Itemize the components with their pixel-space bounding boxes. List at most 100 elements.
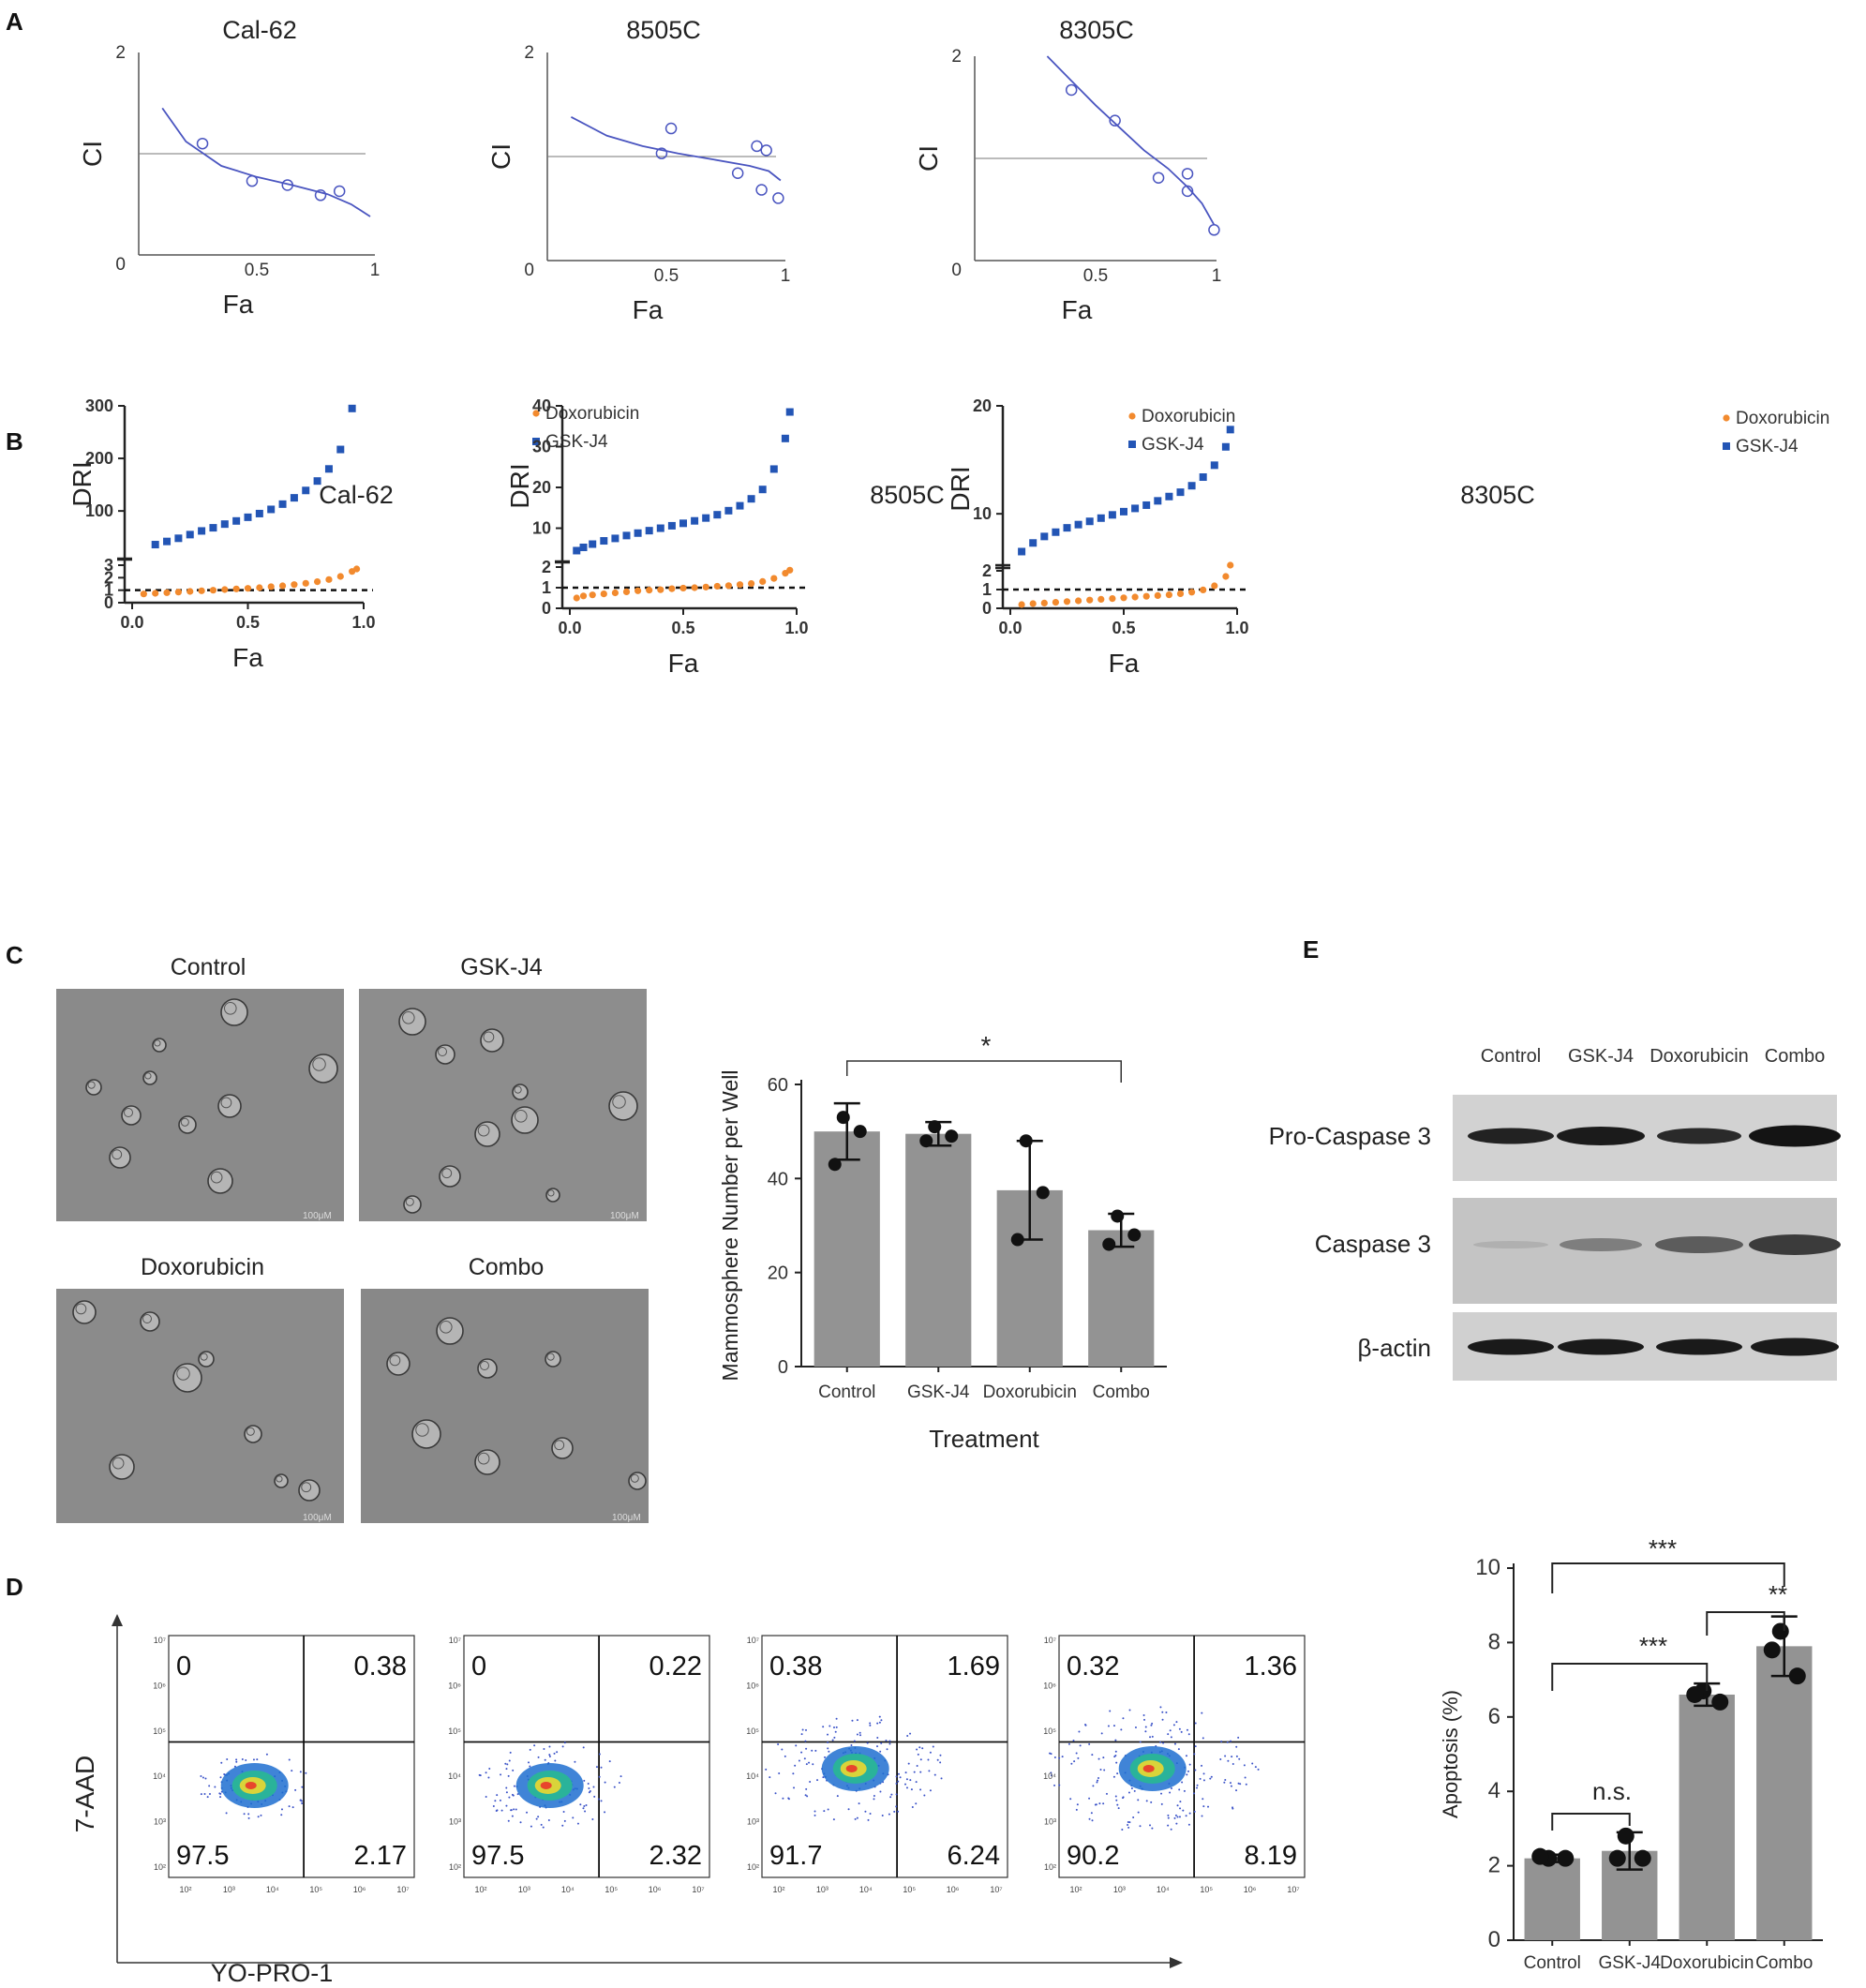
event-dot [1116, 1803, 1119, 1806]
event-dot [1088, 1817, 1091, 1820]
scale-bar-control: 100μM [303, 1211, 332, 1221]
gsk-point [1120, 507, 1127, 516]
x-tick-label: 0.5 [1083, 266, 1108, 286]
event-dot [574, 1760, 576, 1763]
event-dot [257, 1816, 260, 1818]
micrograph-combo: Combo 100μM [361, 1254, 649, 1523]
gsk-point [622, 531, 631, 540]
gsk-point [691, 516, 699, 525]
gsk-point [1074, 520, 1082, 529]
event-dot [294, 1788, 297, 1791]
event-dot [814, 1814, 816, 1816]
event-dot [1058, 1784, 1061, 1786]
quadrant-ur-value: 0.38 [354, 1652, 407, 1682]
x-log-tick: 10³ [1113, 1885, 1126, 1894]
event-dot [895, 1793, 898, 1796]
y-log-tick: 10⁶ [448, 1681, 461, 1690]
gsk-point [163, 537, 172, 546]
event-dot [800, 1733, 803, 1736]
micrograph-gsk: GSK-J4 100μM [359, 954, 647, 1221]
y-log-tick: 10⁷ [154, 1636, 166, 1645]
x-log-tick: 10⁴ [561, 1885, 575, 1894]
event-dot [1070, 1762, 1073, 1765]
gsk-point [151, 541, 159, 549]
event-dot [1170, 1828, 1172, 1831]
event-dot [1145, 1800, 1148, 1802]
x-axis-label: Fa [232, 643, 263, 672]
event-dot [899, 1776, 902, 1779]
event-dot [247, 1813, 250, 1816]
dox-point [152, 590, 159, 597]
event-dot [547, 1818, 550, 1821]
data-point [1019, 1134, 1033, 1148]
gsk-point [1097, 514, 1105, 522]
event-dot [495, 1810, 498, 1813]
event-dot [537, 1816, 540, 1818]
event-dot [832, 1726, 835, 1729]
panel-letter-c: C [6, 941, 23, 969]
sig-bracket-dox-combo-label: ** [1769, 1580, 1787, 1608]
event-dot [1179, 1807, 1182, 1810]
event-dot [1223, 1781, 1226, 1784]
event-dot [1173, 1816, 1176, 1819]
event-dot [1095, 1803, 1097, 1806]
wb-band [1751, 1338, 1839, 1356]
wb-band [1558, 1338, 1644, 1355]
y-tick-label: 20 [973, 396, 992, 415]
x-log-tick: 10² [179, 1885, 191, 1894]
bar [1088, 1230, 1155, 1367]
event-dot [1179, 1801, 1182, 1803]
event-dot [932, 1745, 934, 1748]
event-dot [613, 1786, 616, 1788]
event-dot [1079, 1744, 1082, 1747]
y-axis-label: Apoptosis (%) [1439, 1690, 1462, 1818]
micrograph-label-combo: Combo [469, 1254, 545, 1280]
data-point [1102, 1237, 1116, 1251]
x-log-tick: 10³ [223, 1885, 235, 1894]
event-dot [505, 1768, 508, 1771]
ci-fit-curve [570, 116, 782, 182]
gsk-point [1108, 511, 1116, 519]
y-tick-label: 6 [1488, 1704, 1500, 1729]
x-tick-label: 1.0 [351, 613, 375, 632]
wb-band [1749, 1234, 1841, 1255]
event-dot [219, 1776, 222, 1779]
event-dot [856, 1733, 858, 1736]
event-dot [803, 1757, 806, 1760]
event-dot [1122, 1717, 1125, 1720]
event-dot [500, 1809, 503, 1812]
gsk-point [1085, 517, 1094, 526]
y-tick-label: 20 [768, 1263, 788, 1284]
event-dot [505, 1804, 508, 1807]
x-category-label: GSK-J4 [907, 1383, 970, 1402]
event-dot [827, 1747, 829, 1750]
event-dot [867, 1818, 870, 1821]
event-dot [563, 1741, 566, 1744]
event-dot [913, 1771, 916, 1773]
y-tick-label: 2 [524, 43, 534, 63]
event-dot [1226, 1741, 1229, 1743]
event-dot [505, 1791, 508, 1794]
gsk-point [1221, 442, 1230, 451]
event-dot [485, 1796, 487, 1799]
event-dot [1151, 1735, 1154, 1738]
event-dot [1098, 1802, 1101, 1805]
dox-point [209, 587, 217, 594]
dox-point [679, 584, 687, 592]
event-dot [513, 1808, 515, 1811]
event-dot [917, 1753, 919, 1756]
event-dot [1180, 1730, 1183, 1733]
event-dot [827, 1733, 829, 1736]
x-tick-label: 1 [370, 261, 381, 280]
dox-point [646, 587, 653, 594]
y-tick-label: 0 [778, 1357, 788, 1378]
x-log-tick: 10² [474, 1885, 486, 1894]
event-dot [513, 1785, 515, 1787]
data-point [1608, 1849, 1626, 1867]
y-tick-label: 300 [85, 396, 113, 415]
event-dot [235, 1758, 238, 1761]
event-dot [1232, 1763, 1234, 1766]
event-dot [1251, 1762, 1254, 1765]
dox-point [352, 565, 361, 573]
data-point [919, 1134, 933, 1148]
